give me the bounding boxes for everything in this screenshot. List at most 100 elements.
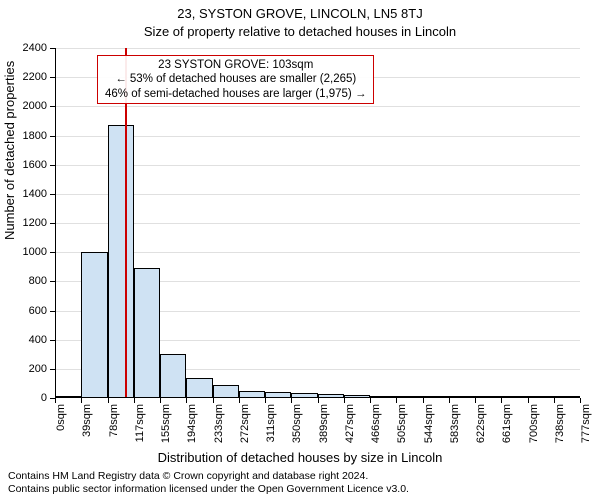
ytick-label: 1600 bbox=[23, 159, 47, 171]
xtick-mark bbox=[239, 398, 240, 403]
xtick-mark bbox=[528, 398, 529, 403]
bar bbox=[55, 396, 81, 398]
xtick-mark bbox=[370, 398, 371, 403]
ytick-label: 800 bbox=[29, 275, 47, 287]
annotation-box: 23 SYSTON GROVE: 103sqm← 53% of detached… bbox=[97, 55, 374, 104]
xtick-mark bbox=[81, 398, 82, 403]
xtick-label: 700sqm bbox=[528, 404, 540, 443]
bar bbox=[318, 394, 344, 398]
ytick-label: 0 bbox=[41, 392, 47, 404]
ytick-mark bbox=[50, 281, 55, 282]
xtick-mark bbox=[396, 398, 397, 403]
bar bbox=[528, 396, 554, 398]
ytick-mark bbox=[50, 48, 55, 49]
ytick-label: 1800 bbox=[23, 130, 47, 142]
xtick-mark bbox=[55, 398, 56, 403]
ytick-label: 1200 bbox=[23, 217, 47, 229]
y-axis-label: Number of detached properties bbox=[2, 61, 17, 240]
chart-title: 23, SYSTON GROVE, LINCOLN, LN5 8TJ bbox=[0, 6, 600, 21]
chart-container: 23, SYSTON GROVE, LINCOLN, LN5 8TJ Size … bbox=[0, 0, 600, 500]
bar bbox=[423, 396, 449, 398]
xtick-label: 194sqm bbox=[186, 404, 198, 443]
attribution-line2: Contains public sector information licen… bbox=[8, 483, 409, 496]
xtick-label: 311sqm bbox=[265, 404, 277, 442]
ytick-mark bbox=[50, 311, 55, 312]
xtick-mark bbox=[265, 398, 266, 403]
ytick-label: 2400 bbox=[23, 42, 47, 54]
bar bbox=[160, 354, 186, 398]
annotation-line3: 46% of semi-detached houses are larger (… bbox=[105, 87, 366, 101]
ytick-mark bbox=[50, 252, 55, 253]
xtick-mark bbox=[213, 398, 214, 403]
xtick-label: 389sqm bbox=[318, 404, 330, 443]
xtick-mark bbox=[108, 398, 109, 403]
xtick-label: 350sqm bbox=[291, 404, 303, 443]
xtick-label: 78sqm bbox=[108, 404, 120, 437]
xtick-mark bbox=[291, 398, 292, 403]
xtick-mark bbox=[449, 398, 450, 403]
xtick-mark bbox=[160, 398, 161, 403]
ytick-mark bbox=[50, 77, 55, 78]
xtick-label: 583sqm bbox=[449, 404, 461, 443]
xtick-mark bbox=[554, 398, 555, 403]
ytick-mark bbox=[50, 136, 55, 137]
bar bbox=[370, 396, 396, 398]
bar bbox=[265, 392, 291, 398]
chart-subtitle: Size of property relative to detached ho… bbox=[0, 24, 600, 39]
xtick-label: 39sqm bbox=[81, 404, 93, 437]
bar bbox=[501, 396, 527, 398]
ytick-label: 2000 bbox=[23, 100, 47, 112]
ytick-label: 600 bbox=[29, 305, 47, 317]
xtick-label: 427sqm bbox=[344, 404, 356, 443]
xtick-label: 505sqm bbox=[396, 404, 408, 443]
bar bbox=[475, 396, 501, 398]
ytick-label: 1000 bbox=[23, 246, 47, 258]
bar bbox=[291, 393, 317, 398]
bar bbox=[108, 125, 134, 398]
ytick-mark bbox=[50, 340, 55, 341]
xtick-label: 661sqm bbox=[501, 404, 513, 443]
gridline bbox=[55, 194, 580, 195]
bar bbox=[213, 385, 239, 398]
bar bbox=[396, 396, 422, 398]
bar bbox=[186, 378, 212, 398]
ytick-label: 400 bbox=[29, 334, 47, 346]
ytick-mark bbox=[50, 223, 55, 224]
bar bbox=[81, 252, 107, 398]
ytick-label: 200 bbox=[29, 363, 47, 375]
plot-area: 0200400600800100012001400160018002000220… bbox=[55, 48, 580, 398]
xtick-mark bbox=[344, 398, 345, 403]
gridline bbox=[55, 165, 580, 166]
xtick-label: 777sqm bbox=[580, 404, 592, 443]
xtick-label: 117sqm bbox=[134, 404, 146, 442]
xtick-label: 622sqm bbox=[475, 404, 487, 443]
ytick-label: 1400 bbox=[23, 188, 47, 200]
bar bbox=[134, 268, 160, 398]
gridline bbox=[55, 223, 580, 224]
ytick-mark bbox=[50, 194, 55, 195]
xtick-mark bbox=[475, 398, 476, 403]
ytick-mark bbox=[50, 369, 55, 370]
x-axis-label: Distribution of detached houses by size … bbox=[0, 450, 600, 465]
annotation-line2: ← 53% of detached houses are smaller (2,… bbox=[105, 72, 366, 86]
gridline bbox=[55, 136, 580, 137]
xtick-label: 544sqm bbox=[423, 404, 435, 443]
bar bbox=[449, 396, 475, 398]
xtick-mark bbox=[501, 398, 502, 403]
xtick-mark bbox=[423, 398, 424, 403]
bar bbox=[554, 396, 580, 398]
bar bbox=[344, 395, 370, 398]
xtick-label: 233sqm bbox=[213, 404, 225, 443]
y-axis-label-text: Number of detached properties bbox=[2, 61, 17, 240]
xtick-mark bbox=[318, 398, 319, 403]
gridline bbox=[55, 48, 580, 49]
ytick-label: 2200 bbox=[23, 71, 47, 83]
attribution-line1: Contains HM Land Registry data © Crown c… bbox=[8, 470, 409, 483]
gridline bbox=[55, 252, 580, 253]
attribution: Contains HM Land Registry data © Crown c… bbox=[8, 470, 409, 496]
xtick-mark bbox=[580, 398, 581, 403]
xtick-label: 272sqm bbox=[239, 404, 251, 443]
xtick-label: 155sqm bbox=[160, 404, 172, 443]
annotation-line1: 23 SYSTON GROVE: 103sqm bbox=[105, 58, 366, 72]
ytick-mark bbox=[50, 106, 55, 107]
